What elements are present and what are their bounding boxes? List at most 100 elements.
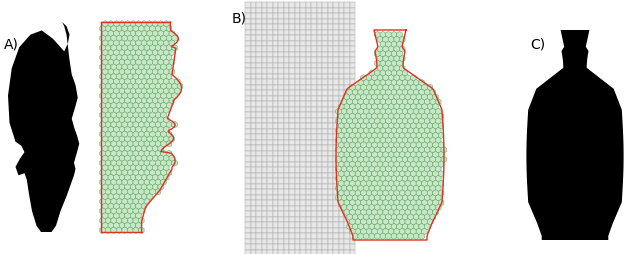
Bar [349, 19, 355, 24]
Bar [273, 40, 278, 46]
Polygon shape [405, 199, 411, 206]
Bar [349, 134, 355, 139]
Bar [289, 178, 294, 183]
Polygon shape [391, 70, 397, 76]
Polygon shape [108, 126, 114, 133]
Polygon shape [102, 40, 108, 46]
Polygon shape [353, 176, 358, 182]
Bar [344, 52, 349, 57]
Bar [317, 162, 322, 167]
Polygon shape [403, 156, 408, 163]
Polygon shape [133, 112, 139, 118]
Bar [344, 13, 349, 19]
Polygon shape [119, 213, 125, 219]
Bar [344, 211, 349, 216]
Polygon shape [127, 93, 133, 99]
Bar [333, 46, 339, 52]
Polygon shape [380, 195, 386, 201]
Polygon shape [131, 136, 136, 142]
Bar [256, 183, 262, 189]
Bar [300, 205, 305, 211]
Bar [250, 13, 256, 19]
Polygon shape [158, 165, 163, 171]
Bar [333, 222, 339, 228]
Polygon shape [391, 214, 397, 220]
Bar [339, 52, 344, 57]
Bar [339, 35, 344, 40]
Bar [284, 73, 289, 79]
Bar [278, 228, 284, 233]
Polygon shape [131, 97, 136, 104]
Bar [284, 29, 289, 35]
Bar [349, 211, 355, 216]
Bar [328, 244, 333, 249]
Bar [250, 222, 256, 228]
Polygon shape [394, 84, 399, 91]
Polygon shape [386, 156, 391, 163]
Bar [245, 205, 250, 211]
Bar [284, 244, 289, 249]
Bar [273, 57, 278, 62]
Bar [267, 129, 273, 134]
Bar [317, 112, 322, 118]
Bar [273, 178, 278, 183]
Bar [284, 106, 289, 112]
Polygon shape [161, 112, 166, 118]
Polygon shape [122, 102, 127, 109]
Polygon shape [122, 131, 127, 137]
Polygon shape [353, 214, 358, 220]
Polygon shape [394, 75, 399, 81]
Polygon shape [378, 84, 383, 91]
Polygon shape [372, 161, 378, 167]
Bar [311, 79, 317, 85]
Polygon shape [361, 151, 366, 158]
Bar [300, 178, 305, 183]
Bar [245, 112, 250, 118]
Bar [256, 249, 262, 254]
Bar [289, 244, 294, 249]
Bar [311, 134, 317, 139]
Polygon shape [428, 123, 433, 129]
Bar [273, 222, 278, 228]
Bar [262, 118, 267, 123]
Polygon shape [155, 179, 161, 185]
Polygon shape [116, 73, 122, 80]
Bar [328, 24, 333, 29]
Polygon shape [349, 228, 355, 235]
Polygon shape [111, 121, 116, 128]
Bar [289, 145, 294, 151]
Polygon shape [347, 185, 353, 192]
Polygon shape [413, 233, 419, 240]
Polygon shape [366, 190, 372, 196]
Bar [322, 29, 328, 35]
Polygon shape [147, 193, 152, 200]
Bar [245, 46, 250, 52]
Polygon shape [433, 132, 438, 139]
Bar [273, 106, 278, 112]
Bar [273, 228, 278, 233]
Polygon shape [116, 54, 122, 61]
Bar [349, 35, 355, 40]
Bar [289, 139, 294, 145]
Polygon shape [119, 203, 125, 209]
Bar [300, 151, 305, 156]
Bar [333, 189, 339, 195]
Bar [333, 73, 339, 79]
Bar [278, 57, 284, 62]
Bar [250, 228, 256, 233]
Bar [245, 216, 250, 222]
Bar [333, 162, 339, 167]
Bar [328, 172, 333, 178]
Polygon shape [114, 59, 119, 65]
Polygon shape [158, 49, 163, 56]
Polygon shape [139, 227, 144, 233]
Polygon shape [158, 145, 163, 152]
Bar [289, 79, 294, 85]
Polygon shape [369, 108, 374, 115]
Bar [317, 151, 322, 156]
Polygon shape [424, 118, 430, 124]
Bar [250, 73, 256, 79]
Bar [262, 151, 267, 156]
Polygon shape [136, 222, 141, 229]
Bar [289, 68, 294, 73]
